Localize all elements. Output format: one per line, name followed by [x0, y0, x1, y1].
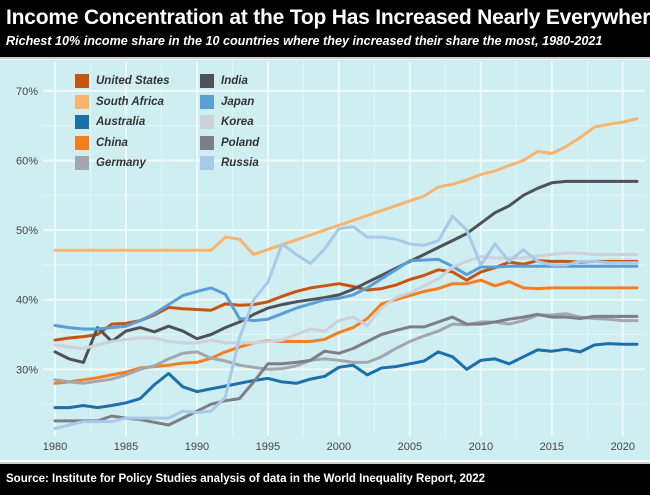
legend-swatch [75, 135, 89, 150]
legend-item-south-africa: South Africa [75, 94, 164, 110]
series-line-germany [53, 312, 639, 385]
y-axis-ticks: 30% 40% 50% 60% 70% [16, 86, 38, 376]
x-tick-label: 2015 [540, 441, 564, 453]
series-line-south-africa [53, 117, 639, 256]
y-tick-label: 60% [16, 156, 38, 168]
x-tick-label: 1990 [185, 441, 209, 453]
legend-swatch [75, 94, 89, 109]
legend-swatch [75, 156, 89, 170]
y-tick-label: 70% [16, 86, 38, 98]
legend-label: Poland [221, 136, 260, 149]
chart-subtitle: Richest 10% income share in the 10 count… [6, 34, 603, 48]
legend-label: United States [96, 75, 170, 87]
legend-label: China [96, 136, 128, 149]
legend-item-japan: Japan [200, 94, 254, 110]
y-tick-label: 50% [16, 225, 38, 237]
x-tick-label: 2020 [611, 441, 635, 453]
legend-label: South Africa [96, 95, 164, 108]
legend-swatch [200, 74, 214, 88]
legend-item-russia: Russia [200, 155, 259, 171]
x-axis-ticks: 1980 1985 1990 1995 2000 2005 2010 2015 2020 [43, 441, 635, 453]
x-tick-label: 2000 [327, 441, 351, 453]
y-tick-label: 40% [16, 295, 38, 307]
chart-title: Income Concentration at the Top Has Incr… [6, 6, 650, 29]
x-tick-label: 1995 [256, 441, 280, 453]
series-line-japan [53, 257, 639, 331]
legend-item-india: India [200, 73, 248, 89]
legend-item-korea: Korea [200, 114, 254, 130]
legend-item-australia: Australia [75, 114, 145, 130]
series-line-russia [53, 214, 639, 430]
series-line-australia [53, 342, 639, 410]
legend-swatch [75, 115, 89, 129]
legend-swatch [200, 135, 214, 150]
legend-item-china: China [75, 135, 128, 151]
legend-label: Japan [221, 95, 255, 108]
series-line-india [53, 179, 639, 364]
legend-swatch [200, 94, 214, 109]
legend-item-poland: Poland [200, 135, 259, 151]
source-note: Source: Institute for Policy Studies ana… [6, 473, 486, 485]
legend-item-germany: Germany [75, 155, 146, 171]
x-tick-label: 2010 [469, 441, 493, 453]
legend-label: Russia [221, 157, 259, 169]
x-tick-label: 2005 [398, 441, 422, 453]
y-tick-label: 30% [16, 364, 38, 376]
legend-swatch [75, 74, 89, 88]
series-line-korea [53, 251, 639, 350]
series-line-poland [53, 312, 639, 427]
x-tick-label: 1985 [114, 441, 138, 453]
chart-header: Income Concentration at the Top Has Incr… [0, 0, 650, 59]
series-lines [53, 117, 639, 430]
chart-footer: Source: Institute for Policy Studies ana… [0, 462, 650, 495]
legend-label: Australia [96, 116, 146, 128]
legend-swatch [200, 156, 214, 170]
legend-label: Korea [221, 116, 254, 128]
legend-label: India [221, 75, 248, 87]
x-tick-label: 1980 [43, 441, 67, 453]
legend-label: Germany [96, 157, 146, 169]
legend-item-united-states: United States [75, 73, 170, 89]
legend-swatch [200, 115, 214, 129]
